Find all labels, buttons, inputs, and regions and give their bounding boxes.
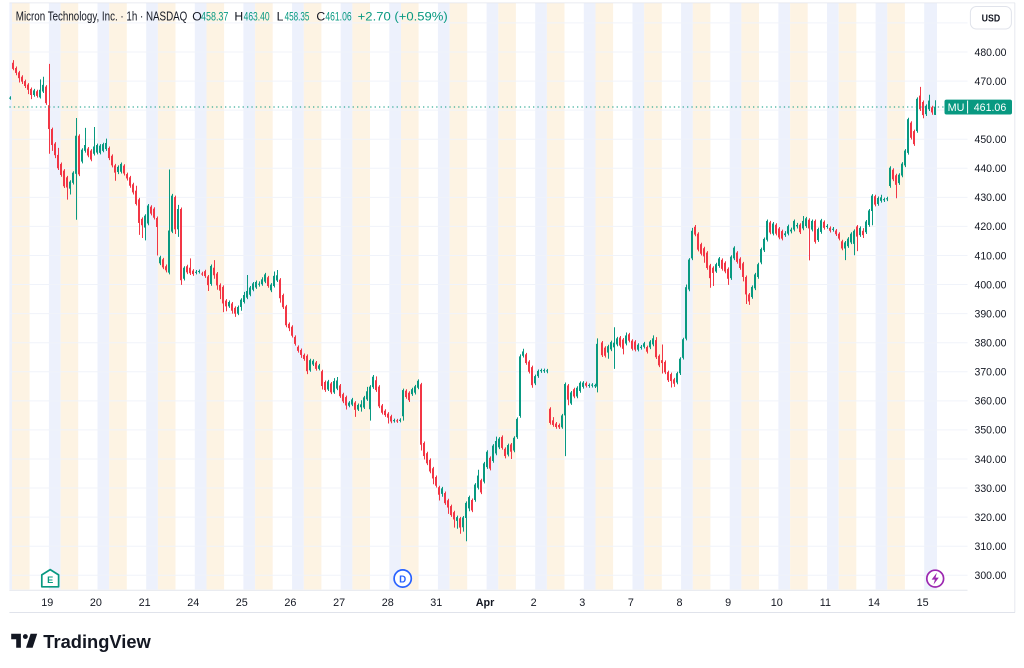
svg-text:+2.70 (+0.59%): +2.70 (+0.59%) — [358, 9, 448, 23]
svg-text:360.00: 360.00 — [975, 396, 1007, 408]
svg-text:USD: USD — [982, 12, 1001, 24]
svg-text:7: 7 — [628, 597, 634, 609]
svg-text:28: 28 — [382, 597, 394, 609]
svg-text:11: 11 — [820, 597, 831, 609]
svg-text:480.00: 480.00 — [975, 47, 1007, 59]
svg-text:8: 8 — [676, 597, 682, 609]
svg-text:300.00: 300.00 — [975, 570, 1007, 582]
svg-text:370.00: 370.00 — [975, 367, 1007, 379]
svg-text:MU: MU — [948, 102, 965, 114]
svg-text:2: 2 — [531, 597, 537, 609]
svg-text:H: H — [234, 9, 243, 23]
svg-text:E: E — [47, 575, 53, 585]
svg-text:340.00: 340.00 — [975, 454, 1007, 466]
svg-text:470.00: 470.00 — [975, 76, 1007, 88]
svg-text:450.00: 450.00 — [975, 134, 1007, 146]
svg-text:3: 3 — [579, 597, 585, 609]
svg-text:19: 19 — [41, 597, 53, 609]
svg-text:310.00: 310.00 — [975, 541, 1007, 553]
svg-text:461.06: 461.06 — [974, 102, 1007, 114]
svg-text:410.00: 410.00 — [975, 250, 1007, 262]
svg-text:380.00: 380.00 — [975, 338, 1007, 350]
svg-text:458.37: 458.37 — [201, 9, 229, 23]
svg-text:31: 31 — [430, 597, 442, 609]
svg-text:463.40: 463.40 — [244, 9, 270, 23]
svg-text:330.00: 330.00 — [975, 483, 1007, 495]
svg-text:458.35: 458.35 — [285, 9, 310, 23]
svg-text:TradingView: TradingView — [43, 632, 151, 652]
svg-text:350.00: 350.00 — [975, 425, 1007, 437]
svg-text:440.00: 440.00 — [975, 163, 1007, 175]
svg-text:430.00: 430.00 — [975, 192, 1007, 204]
svg-text:320.00: 320.00 — [975, 512, 1007, 524]
svg-text:10: 10 — [771, 597, 783, 609]
svg-text:25: 25 — [236, 597, 248, 609]
svg-text:420.00: 420.00 — [975, 221, 1007, 233]
svg-text:14: 14 — [868, 597, 880, 609]
svg-text:20: 20 — [90, 597, 102, 609]
svg-text:27: 27 — [333, 597, 345, 609]
svg-text:26: 26 — [284, 597, 296, 609]
svg-text:400.00: 400.00 — [975, 279, 1007, 291]
svg-text:O: O — [192, 9, 201, 23]
svg-text:21: 21 — [139, 597, 151, 609]
svg-text:24: 24 — [187, 597, 199, 609]
svg-text:Micron Technology, Inc. · 1h ·: Micron Technology, Inc. · 1h · NASDAQ — [16, 9, 188, 23]
svg-text:390.00: 390.00 — [975, 308, 1007, 320]
svg-text:Apr: Apr — [476, 597, 495, 609]
svg-text:9: 9 — [725, 597, 731, 609]
svg-text:15: 15 — [917, 597, 929, 609]
svg-text:L: L — [277, 9, 284, 23]
svg-text:C: C — [316, 9, 325, 23]
svg-text:461.06: 461.06 — [325, 9, 351, 23]
svg-text:D: D — [399, 575, 406, 586]
